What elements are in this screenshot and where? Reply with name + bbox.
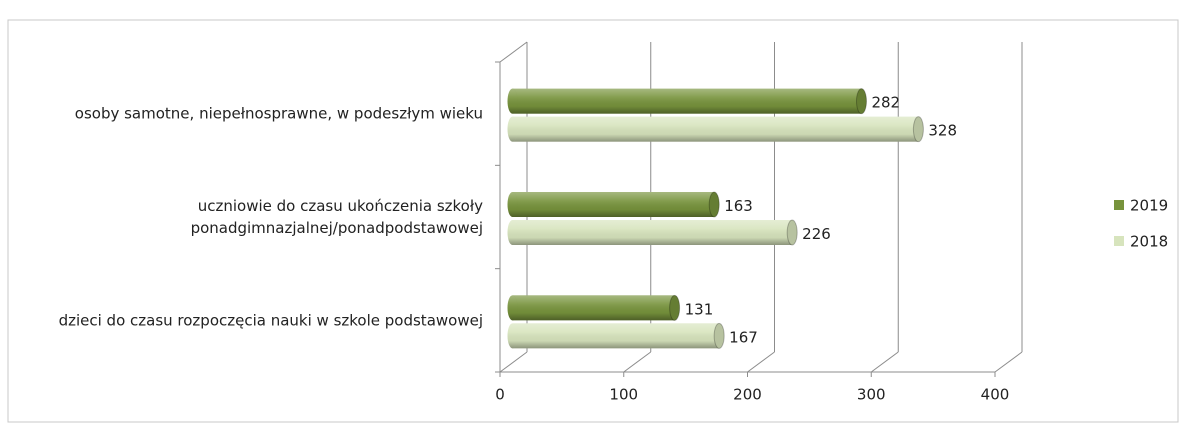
value-label: 167 (729, 328, 758, 346)
legend-label: 2019 (1130, 197, 1168, 215)
bar-shade (512, 192, 715, 217)
bar-cap-left-shade (507, 192, 518, 217)
bar-cap (669, 294, 681, 321)
bar-cap-shade (856, 88, 867, 114)
value-label: 328 (928, 122, 957, 140)
bar (507, 116, 924, 143)
bar-shade (512, 295, 675, 321)
bar-cap-left-shade (507, 116, 518, 142)
x-tick-label: 0 (495, 386, 505, 404)
grid-line (623, 351, 652, 373)
value-label: 131 (685, 300, 714, 318)
axis-line (499, 41, 528, 63)
x-tick-label: 400 (981, 386, 1010, 404)
x-tick-label: 200 (733, 386, 762, 404)
x-tick-label: 100 (609, 386, 638, 404)
bar (507, 322, 725, 349)
grid-line (870, 351, 899, 373)
bar (507, 88, 867, 115)
x-tick-label: 300 (857, 386, 886, 404)
bar-cap-shade (787, 220, 798, 245)
bar-cap-left-shade (507, 220, 518, 245)
bar-cap (708, 191, 720, 218)
bar-shade (512, 220, 793, 245)
chart-border (7, 19, 1179, 423)
grid-line (499, 351, 528, 373)
bar-shade (512, 88, 862, 114)
value-label: 226 (802, 225, 831, 243)
y-tick-label: uczniowie do czasu ukończenia szkoły pona… (191, 197, 484, 237)
bar-cap (912, 116, 924, 143)
bar-shade (512, 116, 919, 142)
grid-line (747, 351, 775, 373)
bar-cap-shade (669, 295, 680, 321)
y-tick-label: osoby samotne, niepełnosprawne, w podesz… (75, 104, 483, 122)
bar (507, 294, 681, 321)
y-tick-label: dzieci do czasu rozpoczęcia nauki w szko… (59, 311, 483, 329)
legend-swatch (1114, 236, 1124, 246)
bar-cap-left-shade (507, 88, 518, 114)
grid-line (994, 351, 1023, 373)
legend-swatch (1114, 200, 1124, 210)
bar-cap-shade (714, 323, 725, 349)
bar-shade (512, 323, 720, 349)
bar-cap (713, 322, 725, 349)
value-label: 163 (724, 197, 753, 215)
bar-cap (855, 88, 867, 115)
bar-cap-left-shade (507, 323, 518, 349)
bar-cap-shade (913, 116, 924, 142)
bar-cap-shade (709, 192, 720, 217)
legend-label: 2018 (1130, 233, 1168, 251)
value-label: 282 (871, 94, 900, 112)
bar-cap (786, 219, 798, 246)
bar (507, 191, 720, 218)
bar-cap-left-shade (507, 295, 518, 321)
bar (507, 219, 798, 246)
